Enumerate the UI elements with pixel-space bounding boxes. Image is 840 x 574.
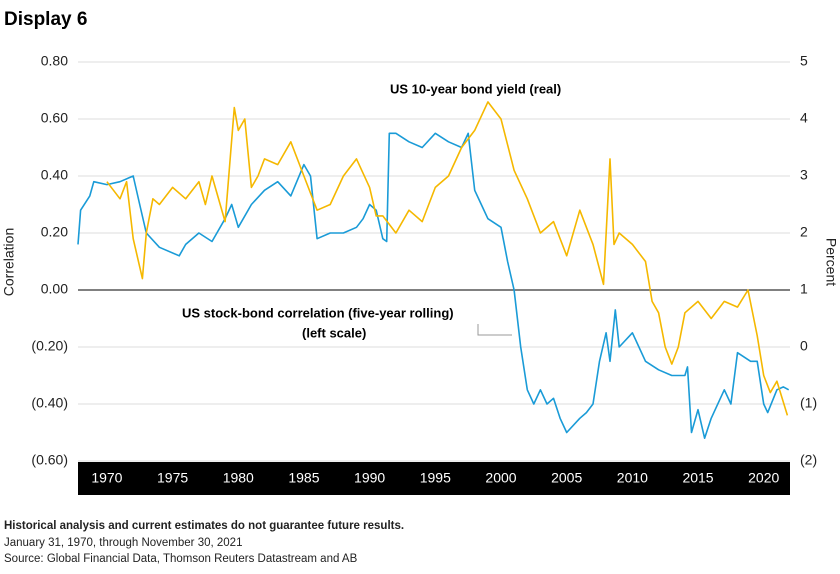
y-axis-label: Correlation [1,228,17,296]
y2-tick-label: (1) [800,395,817,411]
x-tick-label: 1970 [91,470,122,486]
lines [77,101,790,439]
annotation: (left scale) [302,325,366,340]
y2-axis-label: Percent [823,238,839,286]
leader-line [477,324,512,336]
y-tick-label: (0.20) [31,338,68,354]
y-tick-label: (0.40) [31,395,68,411]
footnote: January 31, 1970, through November 30, 2… [4,537,242,549]
x-tick-label: 1975 [157,470,188,486]
x-tick-label: 1980 [223,470,254,486]
grid [78,61,790,462]
y-tick-label: 0.80 [41,53,68,69]
x-tick-label: 1990 [354,470,385,486]
x-tick-label: 1985 [288,470,319,486]
data-line [77,132,790,439]
y2-tick-label: 3 [800,167,808,183]
y2-tick-label: 0 [800,338,808,354]
y2-tick-label: (2) [800,452,817,468]
y-tick-label: 0.60 [41,110,68,126]
y2-tick-label: 2 [800,224,808,240]
y-tick-label: 0.20 [41,224,68,240]
y2-tick-label: 5 [800,53,808,69]
y-tick-label: (0.60) [31,452,68,468]
annotation: US 10-year bond yield (real) [390,81,561,96]
footnote: Source: Global Financial Data, Thomson R… [4,553,358,565]
y-tick-label: 0.40 [41,167,68,183]
annotation: US stock-bond correlation (five-year rol… [182,305,454,320]
x-tick-label: 2005 [551,470,582,486]
x-tick-label: 1995 [420,470,451,486]
x-tick-label: 2010 [617,470,648,486]
y2-tick-label: 4 [800,110,808,126]
y-tick-label: 0.00 [41,281,68,297]
chart-title: Display 6 [4,9,87,30]
footnote: Historical analysis and current estimate… [4,520,404,532]
y2-tick-label: 1 [800,281,808,297]
x-tick-label: 2020 [748,470,779,486]
x-axis-band [78,462,790,495]
x-tick-label: 2000 [485,470,516,486]
x-tick-label: 2015 [682,470,713,486]
data-line [106,101,789,416]
